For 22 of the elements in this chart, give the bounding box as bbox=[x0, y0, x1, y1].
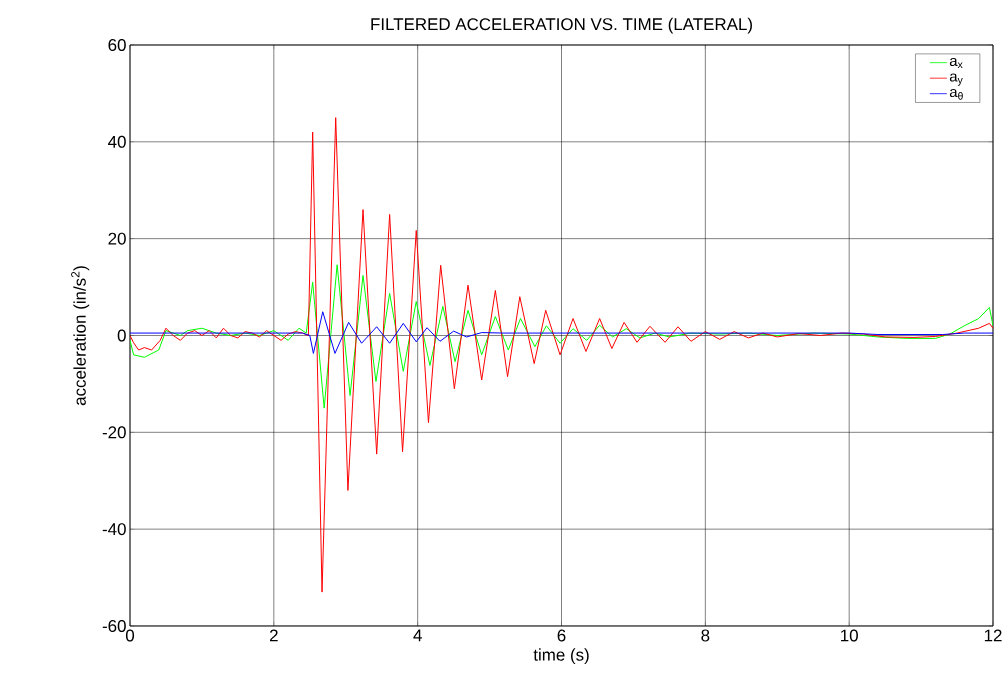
x-tick-label: 8 bbox=[701, 629, 710, 642]
line-series bbox=[130, 117, 994, 593]
x-tick-label: 10 bbox=[841, 629, 858, 642]
x-tick-label: 0 bbox=[125, 629, 135, 642]
y-tick-label: 40 bbox=[108, 135, 126, 148]
x-axis-title: time (s) bbox=[533, 648, 589, 665]
chart-title: FILTERED ACCELERATION VS. TIME (LATERAL) bbox=[371, 17, 752, 34]
y-axis-title: acceleration (in/s$^{2}$) bbox=[71, 266, 90, 406]
y-tick-label: 60 bbox=[108, 38, 126, 51]
y-tick-label: -20 bbox=[102, 426, 126, 439]
y-tick-label: 20 bbox=[108, 232, 126, 245]
x-tick-label: 6 bbox=[557, 629, 566, 642]
y-tick-label: -40 bbox=[102, 523, 126, 536]
line-series bbox=[130, 264, 994, 409]
legend-label: a$_{θ}$ bbox=[949, 88, 963, 100]
x-tick-label: 12 bbox=[984, 629, 1002, 642]
y-tick-label: 0 bbox=[117, 329, 126, 342]
x-tick-label: 2 bbox=[269, 629, 278, 642]
y-tick-label: -60 bbox=[102, 619, 126, 632]
legend-label: a$_{y}$ bbox=[949, 73, 963, 86]
legend-label: a$_{x}$ bbox=[949, 57, 963, 69]
x-tick-label: 4 bbox=[413, 629, 422, 642]
